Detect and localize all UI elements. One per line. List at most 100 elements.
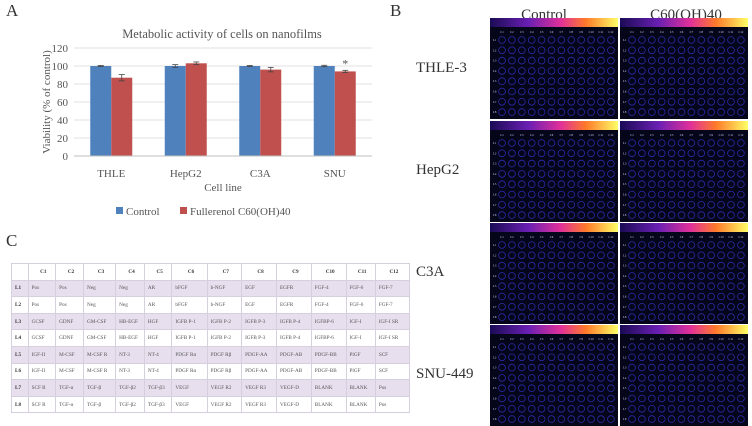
array-spot bbox=[667, 343, 676, 351]
array-spot bbox=[567, 56, 576, 65]
array-spot bbox=[537, 353, 546, 362]
array-spot bbox=[527, 36, 536, 44]
array-spot bbox=[657, 139, 666, 147]
array-spot bbox=[597, 159, 605, 168]
array-spot bbox=[587, 139, 595, 147]
table-cell: TGF-α bbox=[55, 379, 85, 397]
array-spot bbox=[597, 190, 605, 199]
array-spot bbox=[557, 353, 566, 362]
x-tick-label: THLE bbox=[97, 168, 125, 180]
array-spot bbox=[707, 394, 716, 403]
array-row-label: L8 bbox=[493, 110, 497, 114]
array-spot bbox=[557, 374, 566, 382]
array-spot bbox=[648, 302, 656, 311]
array-spot bbox=[537, 139, 546, 147]
array-spot bbox=[527, 170, 536, 178]
array-row-label: L2 bbox=[493, 48, 497, 52]
table-cell: VEGF-D bbox=[275, 379, 312, 397]
array-spot bbox=[537, 404, 546, 413]
array-column-label: C6 bbox=[680, 337, 684, 341]
array-spot bbox=[537, 343, 546, 351]
array-spot bbox=[697, 180, 706, 189]
array-spot bbox=[707, 211, 716, 219]
array-spot bbox=[717, 394, 725, 403]
column-header: C7 bbox=[206, 263, 243, 281]
array-row-label: L1 bbox=[493, 38, 497, 42]
array-spot bbox=[638, 87, 646, 96]
array-column-label: C12 bbox=[738, 30, 744, 34]
array-spot bbox=[547, 159, 556, 168]
array-spot bbox=[587, 149, 595, 158]
column-header: C9 bbox=[275, 263, 312, 281]
table-cell: GCSF bbox=[27, 329, 57, 347]
array-column-label: C10 bbox=[589, 30, 595, 34]
array-spot bbox=[638, 282, 646, 291]
array-spot bbox=[577, 77, 586, 85]
array-column-label: C4 bbox=[530, 133, 534, 137]
bar bbox=[260, 69, 282, 156]
array-spot bbox=[607, 190, 615, 199]
array-spot bbox=[657, 77, 666, 85]
array-spot bbox=[717, 201, 725, 209]
array-spot bbox=[677, 251, 686, 260]
array-row-label: L2 bbox=[493, 253, 497, 257]
array-spot bbox=[518, 343, 526, 351]
array-spot bbox=[727, 98, 735, 106]
array-column-label: C5 bbox=[540, 133, 544, 137]
array-spot bbox=[667, 87, 676, 96]
array-row-label: L4 bbox=[623, 274, 627, 278]
array-row-label: L3 bbox=[493, 264, 497, 268]
array-spot bbox=[687, 56, 696, 65]
array-spot bbox=[667, 292, 676, 301]
array-column-label: C8 bbox=[700, 133, 704, 137]
array-spot bbox=[527, 190, 536, 199]
array-column-label: C9 bbox=[579, 337, 583, 341]
array-spot bbox=[527, 56, 536, 65]
array-spot bbox=[657, 149, 666, 158]
array-spot bbox=[508, 56, 516, 65]
array-column-label: C6 bbox=[550, 235, 554, 239]
row-label: HepG2 bbox=[416, 162, 459, 178]
array-spot bbox=[527, 415, 536, 423]
array-spot bbox=[587, 282, 595, 291]
array-spot bbox=[667, 56, 676, 65]
array-row-label: L4 bbox=[623, 69, 627, 73]
array-spot bbox=[737, 46, 745, 55]
array-spot bbox=[577, 302, 586, 311]
array-spot bbox=[518, 180, 526, 189]
array-row-label: L1 bbox=[493, 141, 497, 145]
table-cell: M-CSF R bbox=[83, 345, 117, 364]
array-column-label: C5 bbox=[670, 235, 674, 239]
array-spot bbox=[547, 261, 556, 270]
array-column-label: C5 bbox=[540, 30, 544, 34]
array-spot bbox=[727, 384, 735, 393]
array-spot bbox=[717, 170, 725, 178]
array-spot bbox=[667, 313, 676, 321]
table-cell: VEGF bbox=[171, 395, 208, 414]
table-cell: IGF-I SR bbox=[374, 312, 411, 331]
array-spot bbox=[667, 374, 676, 382]
array-spot bbox=[717, 272, 725, 280]
array-spot bbox=[628, 343, 636, 351]
array-spot bbox=[677, 404, 686, 413]
array-spot bbox=[677, 343, 686, 351]
array-spot bbox=[687, 272, 696, 280]
array-image: C1 C2 C3 C4 C5 C6 C7 C8 C9 C10 C11 C12 L1 L2 L3 L4 L5 L6 L… bbox=[490, 325, 618, 426]
array-spot bbox=[537, 302, 546, 311]
array-spot bbox=[737, 353, 745, 362]
array-spot bbox=[677, 363, 686, 372]
table-row: L7 SCF R TGF-α TGF-β TGF-β2 TGF-β3 VEGF VEGF R2… bbox=[11, 379, 411, 397]
table-cell: HGF bbox=[143, 329, 173, 347]
array-spot bbox=[717, 180, 725, 189]
array-spot bbox=[628, 170, 636, 178]
array-spot bbox=[518, 302, 526, 311]
array-column-label: C3 bbox=[650, 337, 654, 341]
table-cell: M-CSF bbox=[55, 362, 85, 381]
array-spot bbox=[727, 190, 735, 199]
array-spot bbox=[638, 36, 646, 44]
array-spot bbox=[527, 343, 536, 351]
array-spot bbox=[508, 67, 516, 75]
array-spot bbox=[677, 261, 686, 270]
array-spot bbox=[498, 201, 506, 209]
array-spot bbox=[607, 251, 615, 260]
